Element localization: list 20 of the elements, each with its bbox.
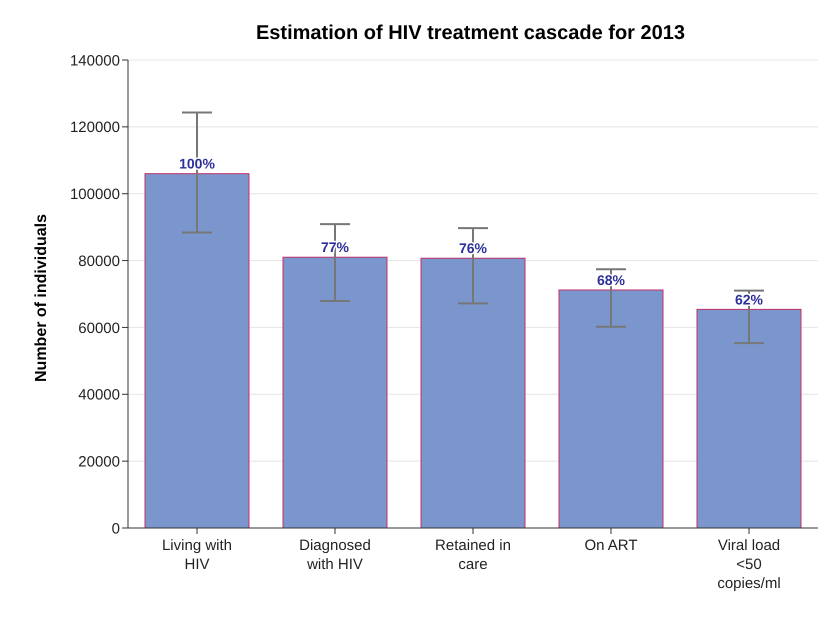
x-tick-label: Retained in care — [435, 537, 511, 573]
y-tick-label: 20000 — [78, 453, 120, 470]
bar — [696, 308, 802, 528]
x-tick-label: Living with HIV — [162, 537, 232, 573]
y-tick-label: 60000 — [78, 320, 120, 337]
y-axis-title: Number of individuals — [33, 214, 51, 382]
y-tick-label: 100000 — [70, 186, 120, 204]
y-tick-label: 80000 — [78, 252, 120, 270]
y-tick-label: 0 — [112, 520, 120, 538]
bar — [420, 258, 526, 528]
bar — [282, 256, 388, 528]
x-tick-label: Diagnosed with HIV — [299, 537, 371, 573]
chart-title: Estimation of HIV treatment cascade for 2013 — [254, 21, 686, 46]
bar — [144, 173, 250, 528]
x-tick-label: On ART — [584, 537, 638, 554]
x-tick-label: Viral load <50 copies/ml — [717, 537, 781, 592]
y-tick-label: 140000 — [70, 52, 120, 70]
y-tick-label: 120000 — [70, 119, 120, 136]
bar — [558, 289, 664, 528]
y-tick-label: 40000 — [78, 386, 120, 404]
